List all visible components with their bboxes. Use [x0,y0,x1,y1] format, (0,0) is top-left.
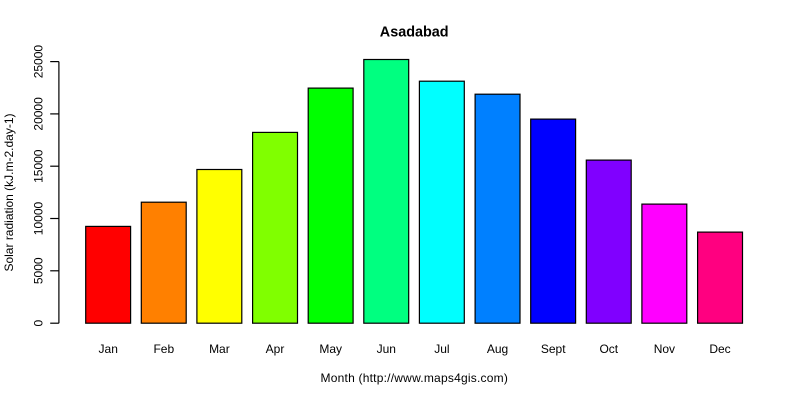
svg-text:Jan: Jan [99,342,118,356]
svg-text:Oct: Oct [599,342,618,356]
svg-text:Sept: Sept [541,342,566,356]
svg-text:5000: 5000 [31,257,45,284]
svg-text:Aug: Aug [487,342,508,356]
svg-text:Dec: Dec [709,342,730,356]
svg-text:Nov: Nov [654,342,675,356]
svg-text:15000: 15000 [31,149,45,183]
svg-text:Feb: Feb [153,342,174,356]
svg-text:25000: 25000 [31,45,45,79]
svg-text:Apr: Apr [266,342,285,356]
svg-text:Solar radiation (kJ.m-2.day-1): Solar radiation (kJ.m-2.day-1) [2,113,16,271]
svg-text:0: 0 [31,320,45,327]
svg-text:Month (http://www.maps4gis.com: Month (http://www.maps4gis.com) [321,371,509,385]
svg-text:Asadabad: Asadabad [380,24,449,40]
svg-text:10000: 10000 [31,201,45,235]
svg-text:Mar: Mar [209,342,230,356]
svg-text:20000: 20000 [31,97,45,131]
svg-text:May: May [319,342,342,356]
svg-text:Jun: Jun [377,342,396,356]
svg-text:Jul: Jul [434,342,449,356]
